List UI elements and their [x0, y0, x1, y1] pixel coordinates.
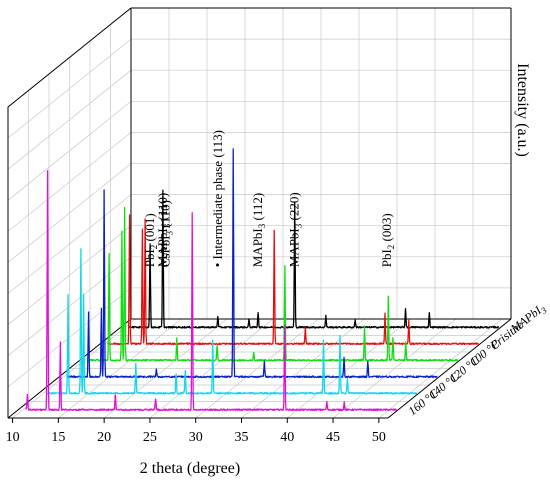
x-tick-label: 40	[280, 430, 294, 445]
peak-annotation: MAPbI3 (220)	[287, 192, 304, 267]
side-wall-grid-line	[7, 132, 132, 232]
side-wall-grid-line	[7, 256, 132, 357]
x-tick-label: 20	[97, 430, 111, 445]
peak-annotation: MAPbI3 (112)	[250, 193, 267, 267]
floor-grid-line	[195, 318, 319, 419]
peak-annotation: MAPbI3 (110)	[155, 193, 172, 267]
x-tick-label: 25	[143, 430, 157, 445]
floor-grid-line	[287, 318, 411, 419]
side-wall-grid-line	[7, 163, 132, 263]
frame-edge	[387, 318, 512, 419]
peak-annotation: CsPbI3 (110)	[158, 200, 175, 267]
side-wall-grid-line	[7, 69, 132, 170]
series-line-4	[45, 248, 418, 395]
chart-frame	[7, 7, 512, 419]
x-axis-ticks: 10 15 20 25 30 35 40 45 50	[6, 418, 386, 445]
x-tick-label: 15	[51, 430, 65, 445]
floor-grid-line	[58, 318, 182, 419]
series-line-1	[107, 214, 479, 346]
x-axis-title: 2 theta (degree)	[140, 460, 240, 477]
x-tick-label: 10	[6, 430, 20, 445]
x-tick-label: 30	[189, 430, 203, 445]
x-tick-label: 45	[326, 430, 340, 445]
series-line-2	[86, 206, 459, 362]
side-wall-grid-line	[7, 101, 132, 201]
side-wall-grid-line	[7, 225, 132, 325]
floor-grid-line	[378, 318, 503, 419]
floor-grid-line	[103, 318, 228, 419]
x-tick-label: 35	[234, 430, 248, 445]
series-line-3	[66, 148, 438, 379]
peak-annotation: PbI2 (001)	[142, 213, 159, 267]
floor-grid-line	[149, 318, 274, 419]
chart-annotations: PbI2 (001)MAPbI3 (110)CsPbI3 (110) • Inte…	[142, 130, 396, 267]
floor-grid-line	[12, 318, 136, 419]
series-line-5	[25, 169, 398, 412]
y-axis-title: Intensity (a.u.)	[514, 63, 531, 157]
series-line-0	[127, 189, 500, 329]
peak-annotation: PbI2 (003)	[379, 213, 396, 267]
x-tick-label: 50	[372, 430, 386, 445]
floor-grid-line	[332, 318, 457, 419]
side-wall-grid-line	[7, 194, 132, 294]
peak-annotation: • Intermediate phase (113)	[210, 130, 225, 267]
chart-series-group	[25, 148, 500, 412]
side-wall-grid-line	[7, 38, 132, 139]
floor-grid-line	[241, 318, 365, 419]
side-wall-grid-line	[7, 287, 132, 388]
frame-edge	[7, 7, 132, 108]
